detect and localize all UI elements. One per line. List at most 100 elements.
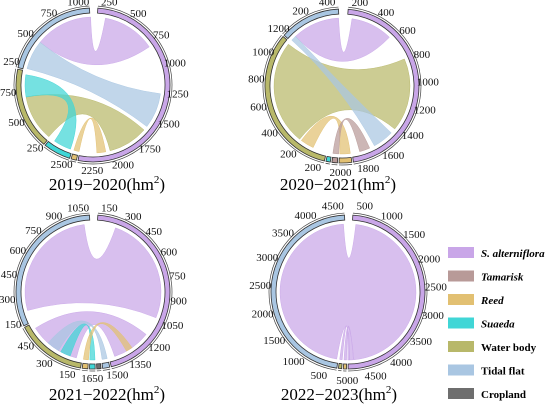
chord-arcs	[268, 212, 428, 372]
chord-arc	[347, 214, 426, 370]
tick-label: 600	[10, 245, 27, 257]
tick-label: 1000	[283, 356, 306, 368]
chord-flow	[279, 223, 417, 361]
tick-label: 1000	[67, 0, 90, 8]
chord-flow	[300, 115, 351, 155]
tick-label: 750	[41, 7, 58, 19]
tick-label: 150	[101, 203, 118, 215]
legend-swatch	[448, 388, 474, 399]
tick-label: 200	[352, 0, 369, 9]
tick-label: 2000	[252, 309, 275, 321]
axis-track	[13, 212, 90, 327]
panel-title-sup: 2	[154, 174, 160, 186]
panel-title-sup: 2	[386, 384, 392, 396]
chord-arc	[24, 324, 82, 369]
chord-flow	[332, 118, 371, 155]
tick-label: 1200	[268, 23, 291, 35]
chord-flow	[60, 323, 96, 361]
tick-label: 150	[5, 319, 22, 331]
chord-arc	[96, 363, 102, 370]
legend-swatch	[448, 364, 474, 376]
chord-arc	[89, 363, 96, 370]
tick-label: 900	[46, 210, 63, 222]
legend-swatch	[448, 317, 474, 329]
tick-label: 1500	[158, 119, 181, 131]
tick-label: 3500	[272, 228, 295, 240]
legend: S. alterniflora Tamarisk Reed Suaeda Water b…	[448, 247, 545, 401]
chord-panel-2: 2004006008001000120014001600180020002002…	[248, 0, 439, 194]
chord-arc	[44, 140, 72, 159]
chord-flow	[73, 117, 107, 154]
tick-label: 1200	[148, 342, 171, 354]
chord-arc	[97, 214, 171, 368]
panel-title-sup: 2	[385, 174, 391, 186]
panel-title-end: )	[159, 175, 165, 194]
tick-label: 2000	[418, 253, 441, 265]
chord-flow	[291, 36, 392, 147]
tick-label: 3000	[422, 310, 445, 322]
tick-label: 500	[8, 117, 25, 129]
tick-label: 800	[414, 49, 431, 61]
tick-label: 750	[153, 29, 170, 41]
tick-label: 900	[170, 296, 187, 308]
chord-flow	[295, 17, 390, 62]
tick-label: 1750	[139, 143, 162, 155]
legend-swatch	[448, 270, 474, 282]
chord-panel-1: 2505007501000125015001750200022502500250…	[0, 0, 189, 194]
axis-track	[13, 68, 43, 147]
panel-title-main: 2022−2023(hm	[281, 385, 386, 404]
tick-label: 2000	[329, 167, 352, 179]
chord-arc	[70, 153, 78, 161]
chord-flow	[339, 325, 350, 361]
chord-panel-4: 5001000150020002500300035004000450050005…	[249, 200, 447, 404]
tick-label: 1050	[67, 202, 90, 214]
tick-label: 250	[101, 0, 118, 9]
tick-label: 750	[0, 87, 17, 99]
axis-track	[43, 146, 70, 161]
tick-label: 250	[3, 56, 20, 68]
tick-label: 1500	[106, 369, 129, 381]
tick-label: 800	[248, 74, 265, 86]
chord-flow	[35, 311, 147, 359]
panel-title-main: 2019−2020(hm	[49, 175, 154, 194]
chord-arcs	[13, 5, 173, 165]
chord-flows	[24, 224, 162, 361]
chord-flows	[24, 16, 161, 154]
tick-label: 200	[292, 6, 309, 18]
tick-label: 5000	[336, 375, 359, 387]
tick-label: 500	[130, 8, 147, 20]
tick-label: 400	[261, 127, 278, 139]
axis-track	[338, 164, 353, 166]
tick-label: 1600	[382, 150, 405, 162]
panel-title: 2022−2023(hm2)	[281, 384, 397, 404]
chord-arc	[331, 156, 339, 164]
tick-label: 400	[319, 0, 336, 8]
chord-arc	[337, 362, 343, 370]
panel-title: 2020−2021(hm2)	[280, 174, 396, 194]
axis-track	[331, 163, 338, 166]
tick-label: 1200	[414, 105, 437, 117]
tick-label: 1650	[81, 373, 104, 385]
tick-label: 300	[125, 211, 142, 223]
tick-labels: 250 500 750 1000 1250 1500 1750 2000 2250 2500 250…	[0, 0, 189, 177]
legend-swatch	[448, 294, 474, 305]
panel-title: 2019−2020(hm2)	[49, 174, 165, 194]
axis-track	[268, 212, 345, 371]
chord-flow	[343, 325, 354, 361]
tick-label: 3500	[410, 336, 433, 348]
axis-track	[348, 212, 428, 372]
chord-arc	[283, 8, 340, 40]
tick-label: 200	[305, 162, 322, 174]
panel-title-end: )	[391, 385, 397, 404]
tick-label: 500	[311, 370, 328, 382]
tick-label: 1800	[357, 163, 380, 175]
chord-arc	[101, 361, 111, 369]
legend-swatch	[448, 247, 474, 258]
legend-label: Tidal flat	[481, 366, 525, 378]
chord-arc	[270, 214, 346, 369]
tick-label: 500	[17, 28, 34, 40]
tick-labels: 1503004506007509001050120013501500165015…	[0, 202, 187, 385]
tick-label: 2000	[112, 160, 135, 172]
chord-arc	[264, 35, 327, 162]
